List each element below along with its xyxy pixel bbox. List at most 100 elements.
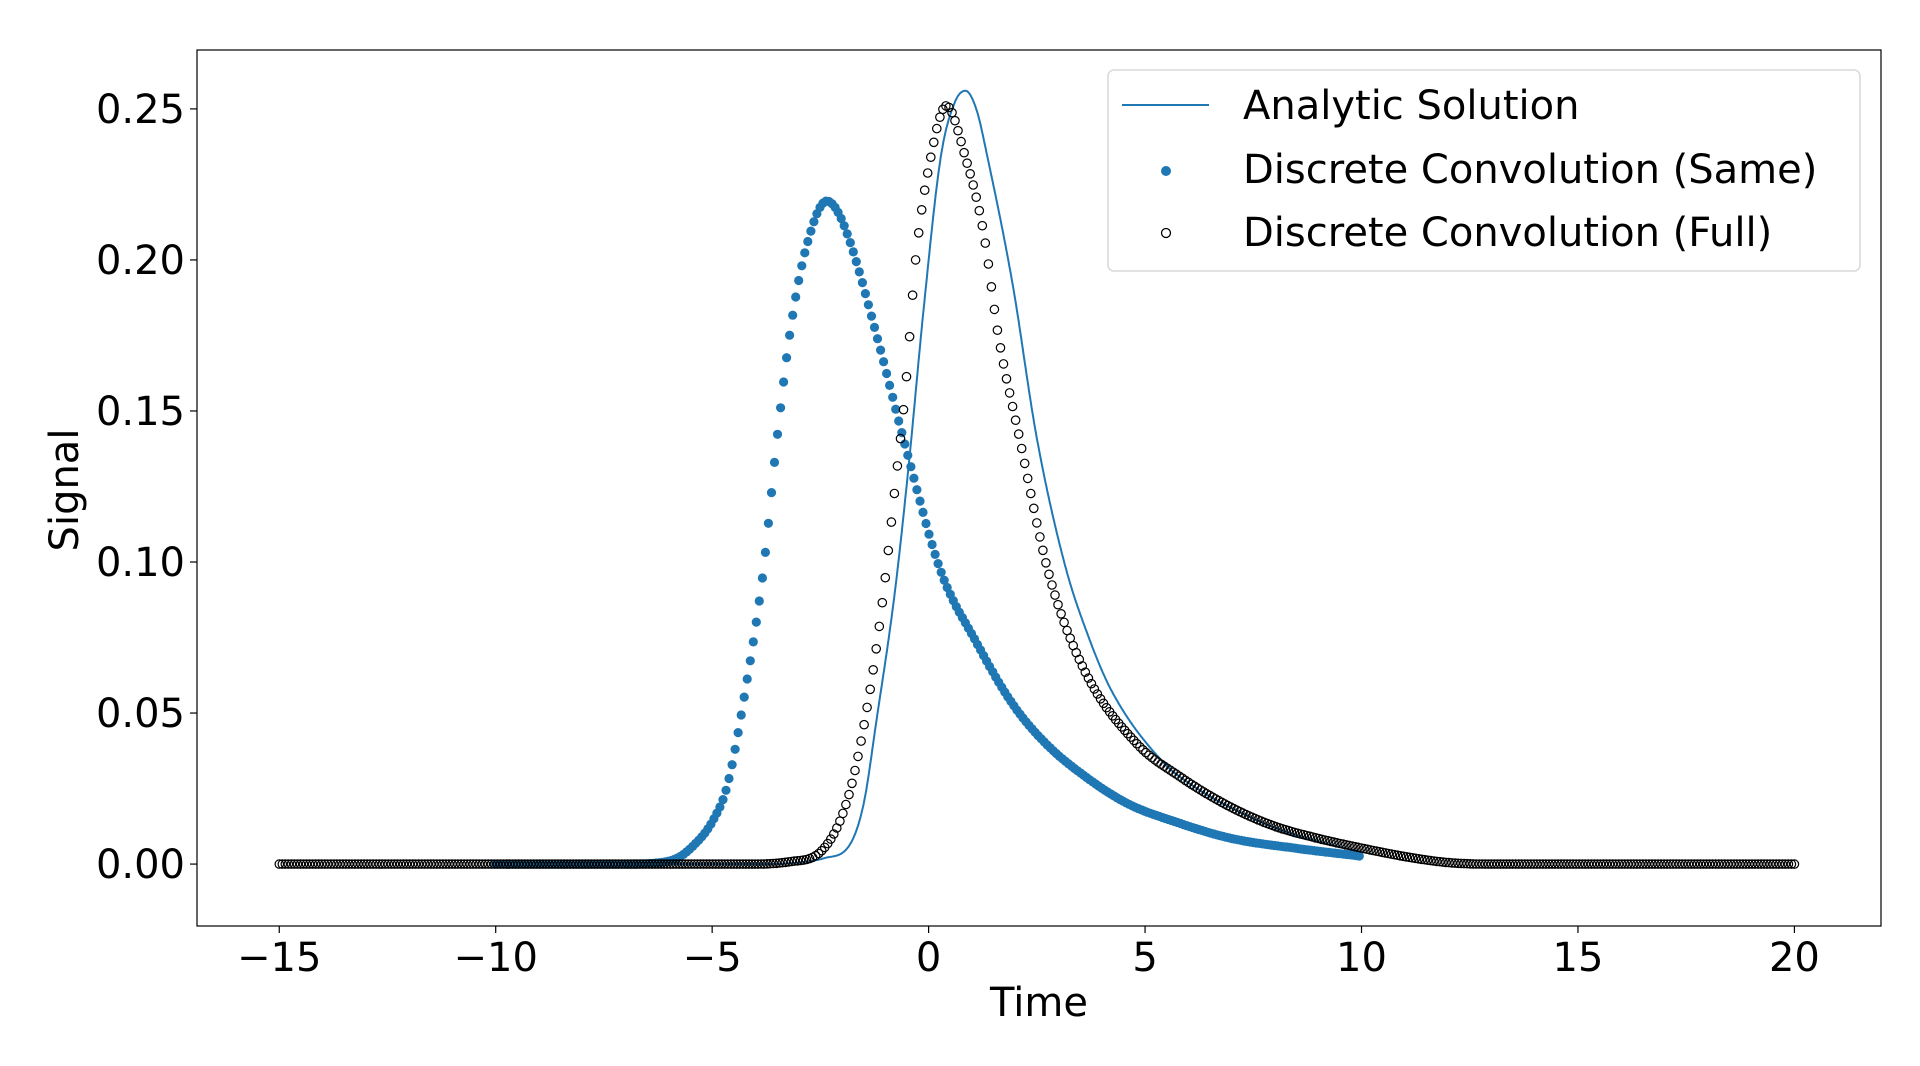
full-point <box>780 857 791 868</box>
same-point <box>782 353 792 363</box>
full-point <box>365 859 375 869</box>
legend-label-same: Discrete Convolution (Same) <box>1243 147 1817 193</box>
full-point <box>704 859 715 869</box>
full-point <box>416 859 427 869</box>
full-point <box>1556 859 1566 869</box>
full-point <box>1144 750 1154 760</box>
full-point <box>865 684 875 695</box>
full-point <box>301 859 312 869</box>
same-point <box>900 439 910 449</box>
full-point <box>547 859 557 869</box>
full-point <box>965 169 975 179</box>
same-point <box>912 485 922 495</box>
full-point <box>1498 859 1509 869</box>
full-point <box>665 859 675 869</box>
full-point <box>1601 859 1612 869</box>
full-point <box>1401 851 1412 862</box>
chart-marks <box>274 89 1800 869</box>
full-point <box>338 859 348 869</box>
full-point <box>931 123 942 134</box>
full-point <box>395 859 406 869</box>
full-point <box>362 859 372 869</box>
full-point <box>892 461 903 471</box>
full-point <box>1119 725 1130 736</box>
same-point <box>915 496 925 506</box>
full-point <box>959 147 969 158</box>
full-point <box>280 859 291 869</box>
full-point <box>347 859 357 869</box>
full-point <box>880 572 891 583</box>
same-point <box>869 322 880 332</box>
full-point <box>992 325 1003 335</box>
y-tick-label: 0.15 <box>96 389 185 435</box>
full-point <box>589 859 600 869</box>
full-point <box>844 789 854 800</box>
full-point <box>1026 488 1036 499</box>
full-point <box>1574 859 1585 869</box>
full-point <box>486 859 497 869</box>
full-point <box>759 859 769 869</box>
full-point <box>925 152 936 162</box>
full-point <box>653 859 663 869</box>
same-point <box>854 267 864 277</box>
full-point <box>1532 859 1542 869</box>
full-point <box>662 859 672 869</box>
full-point <box>1116 722 1127 732</box>
full-point <box>401 859 412 869</box>
full-point <box>1022 473 1033 484</box>
full-point <box>671 859 681 869</box>
full-point <box>283 859 294 869</box>
full-point <box>371 859 381 869</box>
full-point <box>619 859 630 869</box>
full-point <box>695 859 706 869</box>
full-point <box>1689 859 1700 869</box>
full-point <box>462 859 472 869</box>
full-point <box>356 859 366 869</box>
full-point <box>795 855 806 866</box>
full-point <box>1786 859 1797 869</box>
full-point <box>550 859 560 869</box>
same-point <box>933 559 943 569</box>
full-point <box>1541 859 1551 869</box>
same-point <box>885 380 895 390</box>
full-point <box>922 168 933 178</box>
full-point <box>847 778 857 789</box>
full-point <box>1571 859 1581 869</box>
full-point <box>1462 858 1472 869</box>
full-point <box>1135 742 1145 752</box>
full-point <box>559 859 569 869</box>
full-point <box>1147 752 1157 763</box>
full-point <box>1510 859 1521 869</box>
full-point <box>459 859 469 869</box>
same-point <box>788 310 798 320</box>
full-point <box>483 859 494 869</box>
same-point <box>857 278 868 288</box>
full-point <box>986 281 997 292</box>
full-point <box>438 859 448 869</box>
full-point <box>501 859 512 869</box>
full-point <box>368 859 378 869</box>
full-point <box>610 859 621 869</box>
full-point <box>895 433 906 444</box>
full-point <box>1735 859 1745 869</box>
full-point <box>586 859 597 869</box>
full-point <box>1771 859 1781 869</box>
full-point <box>913 228 924 238</box>
full-point <box>686 859 697 869</box>
full-point <box>480 859 491 869</box>
full-point <box>410 859 421 869</box>
y-tick-label: 0.10 <box>96 540 185 586</box>
full-point <box>1056 608 1066 619</box>
full-point <box>425 859 436 869</box>
x-tick-label: −10 <box>453 935 537 981</box>
full-point <box>622 859 633 869</box>
full-point <box>328 859 339 869</box>
full-point <box>1529 859 1539 869</box>
full-point <box>874 621 885 632</box>
full-point <box>450 859 460 869</box>
same-point <box>863 300 874 310</box>
full-point <box>1077 661 1088 671</box>
full-point <box>1716 859 1727 869</box>
full-point <box>1086 678 1097 689</box>
full-point <box>1504 859 1515 869</box>
